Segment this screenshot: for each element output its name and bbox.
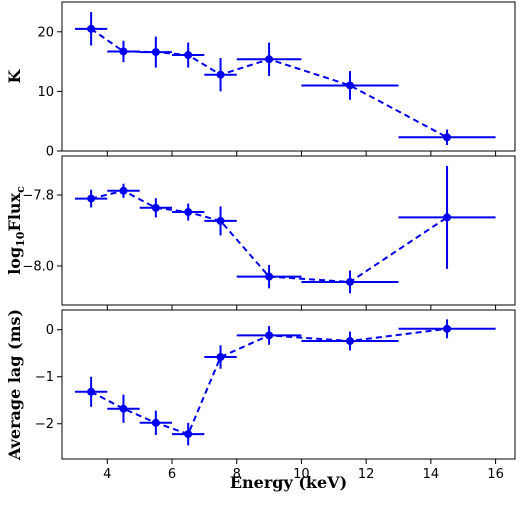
y-tick-label: −8.0 bbox=[22, 259, 54, 274]
x-tick-label: 12 bbox=[358, 467, 375, 482]
plot-frame bbox=[61, 1, 516, 152]
data-point bbox=[265, 55, 274, 64]
data-point bbox=[87, 387, 96, 396]
data-point bbox=[216, 353, 225, 362]
plot-frame bbox=[61, 155, 516, 306]
y-axis-label: K bbox=[5, 68, 24, 83]
plot-frame bbox=[61, 309, 516, 460]
y-axis-label-part: log bbox=[5, 247, 24, 275]
data-point bbox=[345, 337, 354, 346]
y-tick-label: 0 bbox=[46, 145, 54, 160]
data-point bbox=[87, 194, 96, 203]
data-point bbox=[184, 430, 193, 439]
x-tick-label: 16 bbox=[487, 467, 504, 482]
data-point bbox=[151, 418, 160, 427]
x-tick-label: 10 bbox=[293, 467, 310, 482]
data-point bbox=[345, 277, 354, 286]
y-tick-label: −1 bbox=[35, 370, 54, 385]
x-tick-label: 6 bbox=[168, 467, 176, 482]
data-point bbox=[87, 24, 96, 33]
y-tick-label: −2 bbox=[35, 417, 54, 432]
data-point bbox=[443, 213, 452, 222]
y-tick-label: 0 bbox=[46, 323, 54, 338]
y-axis-label-subscript: c bbox=[14, 186, 27, 193]
x-axis-label: Energy (keV) bbox=[230, 473, 347, 492]
y-axis-label: Average lag (ms) bbox=[5, 309, 24, 461]
data-point bbox=[184, 51, 193, 60]
panel-k: 0 10 20 K bbox=[5, 1, 516, 160]
y-axis-label-subscript: 10 bbox=[14, 231, 27, 247]
x-tick-label: 4 bbox=[103, 467, 111, 482]
data-point bbox=[184, 208, 193, 217]
data-point bbox=[119, 186, 128, 195]
data-point bbox=[216, 216, 225, 225]
y-tick-label: 10 bbox=[37, 85, 54, 100]
y-tick-label: 20 bbox=[37, 25, 54, 40]
data-point bbox=[345, 81, 354, 90]
data-point bbox=[151, 48, 160, 57]
data-point bbox=[119, 47, 128, 56]
x-tick-label: 8 bbox=[233, 467, 241, 482]
data-point bbox=[216, 70, 225, 79]
y-axis-label: log10Fluxc bbox=[5, 186, 27, 275]
data-point bbox=[443, 324, 452, 333]
panel-lag: −2 −1 0 4 6 8 10 12 14 16 Average lag (ms) Energy (… bbox=[5, 309, 516, 492]
y-tick-label: −7.8 bbox=[22, 189, 54, 204]
data-point bbox=[265, 331, 274, 340]
data-point bbox=[265, 272, 274, 281]
data-point bbox=[443, 133, 452, 142]
y-axis-label-part: Flux bbox=[5, 192, 24, 231]
data-point bbox=[151, 203, 160, 212]
x-tick-label: 14 bbox=[423, 467, 440, 482]
data-point bbox=[119, 404, 128, 413]
